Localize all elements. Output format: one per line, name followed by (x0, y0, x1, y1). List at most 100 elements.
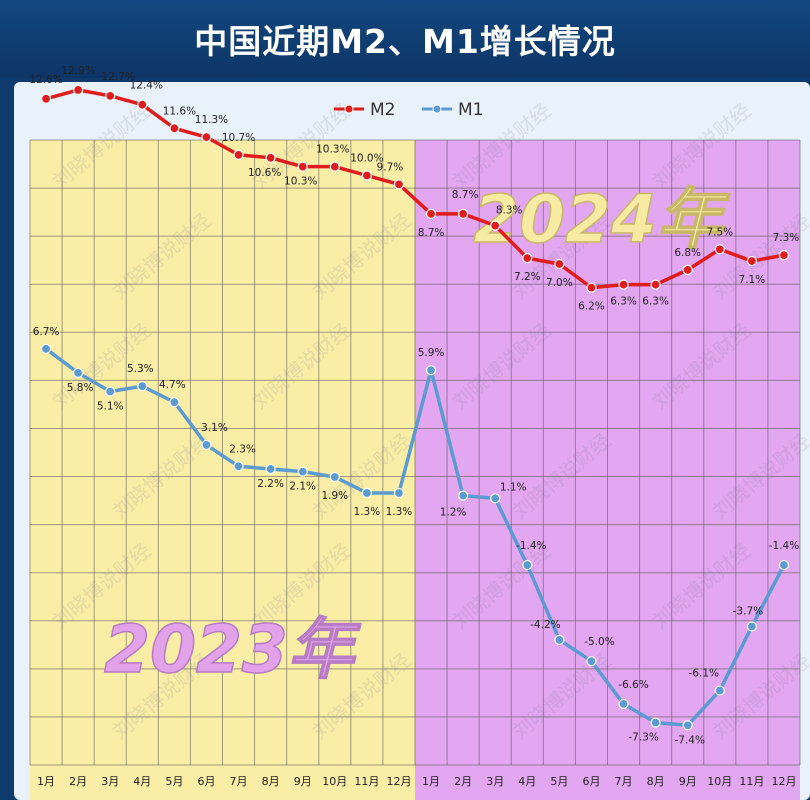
data-label-m1: 1.1% (500, 481, 527, 493)
data-point-m1 (297, 466, 308, 477)
data-point-m1 (650, 717, 661, 728)
data-point-m1 (393, 487, 405, 499)
data-label-m2: 11.3% (195, 114, 228, 126)
data-label-m2: 10.7% (222, 132, 255, 144)
x-tick-label: 3月 (101, 775, 119, 788)
data-point-m1 (778, 559, 790, 571)
x-tick-label: 2月 (69, 775, 87, 788)
data-label-m2: 10.0% (350, 153, 383, 165)
data-point-m1 (586, 656, 597, 667)
x-tick-label: 9月 (679, 775, 697, 788)
chart-grid (29, 139, 801, 766)
data-point-m2 (618, 279, 629, 290)
x-tick-label: 10月 (322, 775, 347, 788)
data-label-m1: 5.3% (127, 363, 154, 375)
x-tick-label: 11月 (739, 775, 764, 788)
data-label-m2: 7.0% (546, 277, 573, 289)
data-point-m1 (361, 487, 372, 499)
data-label-m1: 5.9% (418, 347, 445, 359)
data-point-m1 (329, 471, 340, 483)
data-label-m1: -7.3% (628, 732, 658, 744)
data-point-m2 (105, 90, 116, 101)
data-point-m2 (586, 282, 597, 293)
data-point-m2 (650, 279, 661, 290)
x-tick-label: 12月 (386, 775, 411, 788)
data-point-m2 (393, 179, 405, 190)
data-label-m1: -1.4% (516, 540, 546, 552)
x-tick-label: 7月 (615, 775, 633, 788)
data-point-m2 (778, 250, 790, 261)
data-point-m1 (458, 490, 469, 501)
data-label-m1: -5.0% (584, 636, 614, 648)
data-point-m2 (361, 170, 372, 181)
data-label-m2: 12.4% (130, 80, 163, 92)
data-label-m1: -6.1% (689, 668, 719, 680)
data-label-m1: 6.7% (33, 326, 60, 338)
legend: M2 M1 (334, 100, 483, 120)
data-point-m1 (265, 463, 276, 475)
data-point-m1 (714, 685, 725, 696)
data-point-m2 (297, 161, 308, 172)
data-label-m2: 6.3% (610, 296, 637, 308)
data-point-m2 (169, 123, 180, 134)
data-label-m2: 10.3% (316, 144, 349, 156)
data-point-m1 (682, 720, 693, 731)
data-point-m2 (40, 93, 52, 104)
data-point-m2 (201, 132, 212, 143)
data-label-m2: 8.7% (418, 227, 445, 239)
data-label-m1: 3.1% (201, 422, 228, 434)
data-label-m2: 11.6% (163, 105, 196, 117)
data-label-m2: 12.6% (29, 74, 62, 86)
data-label-m1: 1.3% (354, 506, 381, 518)
data-label-m2: 9.7% (377, 161, 404, 173)
data-point-m2 (265, 152, 276, 163)
data-label-m1: -6.6% (618, 679, 648, 691)
data-point-m1 (490, 493, 501, 504)
data-point-m1 (105, 386, 116, 397)
data-label-m2: 7.1% (739, 274, 766, 286)
data-label-m2: 6.2% (578, 301, 605, 313)
legend-swatch-dot-m2 (344, 104, 354, 114)
data-point-m1 (40, 343, 52, 354)
data-label-m1: 2.2% (257, 478, 284, 490)
data-label-m1: 2.1% (289, 481, 316, 493)
year-label-2023: 2023年 (104, 611, 362, 688)
legend-swatch-dot-m1 (432, 104, 442, 114)
data-label-m2: 10.3% (284, 176, 317, 188)
x-tick-label: 2月 (454, 775, 472, 788)
data-label-m1: 2.3% (229, 443, 256, 455)
data-point-m2 (490, 220, 501, 231)
data-label-m2: 10.6% (248, 167, 281, 179)
x-tick-label: 12月 (771, 775, 796, 788)
series-m2: 12.6%12.9% 12.7%12.4% 11.6%11.3% 10.7% 10.6%… (29, 65, 799, 313)
data-label-m2: 7.3% (773, 232, 800, 244)
data-label-m2: 7.2% (514, 271, 541, 283)
data-point-m2 (233, 149, 244, 160)
data-label-m1: 1.9% (321, 490, 348, 502)
x-tick-label: 9月 (294, 775, 312, 788)
data-label-m1: -3.7% (733, 605, 763, 617)
data-label-m1: 5.8% (67, 382, 94, 394)
data-point-m2 (73, 84, 84, 96)
data-point-m1 (201, 439, 212, 451)
x-tick-label: 8月 (262, 775, 280, 788)
x-tick-label: 4月 (133, 775, 151, 788)
data-label-m2: 8.7% (452, 189, 479, 201)
page-title: 中国近期M2、M1增长情况 (0, 0, 810, 78)
data-point-m2 (425, 208, 437, 219)
data-point-m1 (425, 365, 437, 376)
data-point-m1 (554, 634, 565, 645)
data-point-m2 (137, 99, 148, 110)
x-tick-label: 5月 (550, 775, 568, 788)
x-tick-label: 3月 (486, 775, 504, 788)
data-label-m2: 8.3% (496, 205, 523, 217)
data-label-m1: 4.7% (159, 379, 186, 391)
legend-label-m1: M1 (458, 100, 483, 120)
data-label-m1: 1.3% (386, 506, 413, 518)
data-point-m1 (746, 621, 757, 632)
data-point-m2 (714, 244, 725, 255)
data-point-m1 (522, 559, 533, 571)
x-tick-label: 6月 (582, 775, 600, 788)
data-point-m2 (329, 161, 340, 172)
